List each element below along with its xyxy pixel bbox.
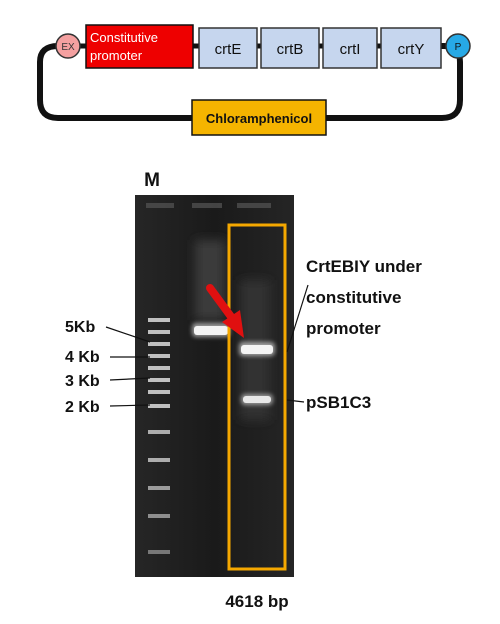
p-site: P [445, 33, 471, 59]
gene-crtb: crtB [260, 27, 320, 69]
gene-label-crtb: crtB [277, 41, 304, 58]
gene-label-crty: crtY [398, 41, 425, 58]
gene-crty: crtY [380, 27, 442, 69]
ladder-band [148, 458, 170, 462]
leader-3kb [109, 377, 151, 381]
ladder-band [148, 330, 170, 334]
lane-2-band [194, 326, 228, 335]
chloramphenicol-marker: Chloramphenicol [191, 99, 327, 136]
gene-crte: crtE [198, 27, 258, 69]
ladder-band [148, 354, 170, 358]
marker-label: Chloramphenicol [206, 111, 312, 126]
gene-label-crte: crtE [215, 41, 242, 58]
lane-3-lower-band [243, 396, 271, 403]
annotation-leader [286, 284, 309, 353]
promoter-label-line-1: Constitutive [90, 30, 158, 45]
ladder-label-3kb: 3 Kb [65, 373, 100, 390]
vector-leader [286, 399, 305, 403]
lane-3-upper-band [241, 345, 273, 354]
plasmid-construct: EX Constitutive promoter crtE crtB crtI … [37, 24, 471, 136]
ex-site: EX [55, 33, 81, 59]
ladder-band [148, 390, 170, 394]
annotation-line-2: constitutive [306, 288, 401, 307]
ladder-band [148, 378, 170, 382]
ex-site-label: EX [61, 42, 75, 53]
band-annotation: CrtEBIY under constitutive promoter [286, 257, 422, 353]
lane-label-m: M [144, 170, 160, 191]
ladder-band [148, 486, 170, 490]
annotation-line-3: promoter [306, 319, 381, 338]
promoter-label-line-2: promoter [90, 48, 143, 63]
p-site-label: P [455, 42, 462, 53]
well-lane-3 [237, 203, 271, 208]
gene-crti: crtI [322, 27, 378, 69]
size-caption: 4618 bp [225, 592, 288, 611]
leader-2kb [109, 404, 151, 407]
ladder-bands [148, 318, 170, 554]
gene-label-crti: crtI [340, 41, 361, 58]
ladder-band [148, 430, 170, 434]
ladder-band [148, 404, 170, 408]
ladder-label-4kb: 4 Kb [65, 349, 100, 366]
well-ladder [146, 203, 174, 208]
promoter-part: Constitutive promoter [85, 24, 194, 69]
highlight-frame [227, 223, 287, 571]
ladder-band [148, 550, 170, 554]
ladder-labels: 5Kb 4 Kb 3 Kb 2 Kb [65, 319, 151, 416]
gel-image [135, 195, 294, 577]
ladder-label-2kb: 2 Kb [65, 399, 100, 416]
vector-label: pSB1C3 [306, 393, 371, 412]
ladder-band [148, 318, 170, 322]
vector-annotation: pSB1C3 [286, 393, 371, 412]
annotation-line-1: CrtEBIY under [306, 257, 422, 276]
red-arrow [206, 284, 244, 338]
ladder-band [148, 342, 170, 346]
well-lane-2 [192, 203, 222, 208]
leader-5kb [105, 326, 151, 343]
ladder-band [148, 366, 170, 370]
ladder-label-5kb: 5Kb [65, 319, 95, 336]
ladder-band [148, 514, 170, 518]
